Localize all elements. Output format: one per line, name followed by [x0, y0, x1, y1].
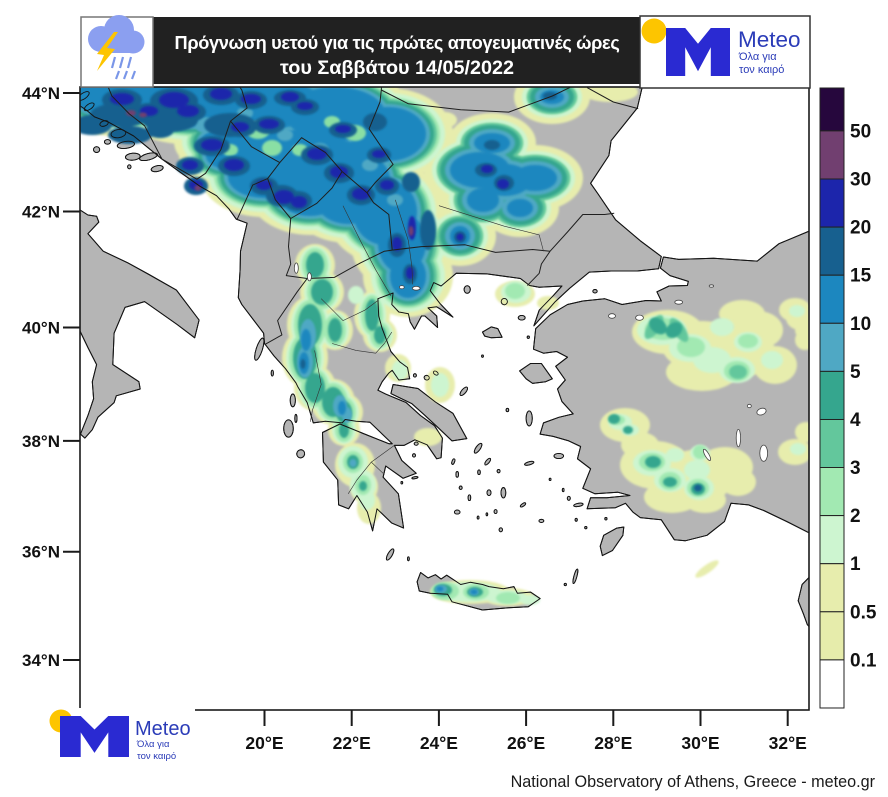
svg-text:10: 10	[850, 314, 871, 335]
svg-text:National Observatory of Athens: National Observatory of Athens, Greece -…	[511, 773, 876, 791]
svg-text:Όλα για: Όλα για	[136, 739, 170, 750]
svg-text:38°N: 38°N	[22, 432, 60, 451]
svg-text:Meteo: Meteo	[135, 718, 191, 740]
svg-text:30°E: 30°E	[681, 733, 719, 753]
svg-text:του Σαββάτου 14/05/2022: του Σαββάτου 14/05/2022	[280, 57, 514, 79]
svg-text:τον καιρό: τον καιρό	[739, 64, 784, 76]
svg-text:40°N: 40°N	[22, 319, 60, 338]
svg-text:22°E: 22°E	[333, 733, 371, 753]
svg-text:26°E: 26°E	[507, 733, 545, 753]
svg-text:50: 50	[850, 121, 871, 142]
svg-text:Meteo: Meteo	[738, 27, 801, 52]
svg-text:34°N: 34°N	[22, 651, 60, 670]
svg-text:32°E: 32°E	[769, 733, 807, 753]
svg-text:2: 2	[850, 506, 861, 527]
svg-text:42°N: 42°N	[22, 203, 60, 222]
svg-text:44°N: 44°N	[22, 84, 60, 103]
svg-text:30: 30	[850, 170, 871, 191]
svg-text:Όλα για: Όλα για	[738, 51, 777, 63]
svg-text:5: 5	[850, 362, 861, 383]
svg-text:20°E: 20°E	[245, 733, 283, 753]
svg-text:1: 1	[850, 554, 861, 575]
svg-text:15: 15	[850, 266, 872, 287]
svg-text:0.1: 0.1	[850, 650, 877, 671]
svg-text:36°N: 36°N	[22, 543, 60, 562]
svg-text:28°E: 28°E	[594, 733, 632, 753]
svg-text:0.5: 0.5	[850, 602, 877, 623]
svg-text:3: 3	[850, 458, 861, 479]
svg-text:Πρόγνωση υετού για τις πρώτες: Πρόγνωση υετού για τις πρώτες απογευματι…	[175, 33, 620, 53]
svg-text:τον καιρό: τον καιρό	[137, 751, 176, 762]
svg-text:4: 4	[850, 410, 861, 431]
svg-text:20: 20	[850, 218, 871, 239]
svg-text:24°E: 24°E	[420, 733, 458, 753]
